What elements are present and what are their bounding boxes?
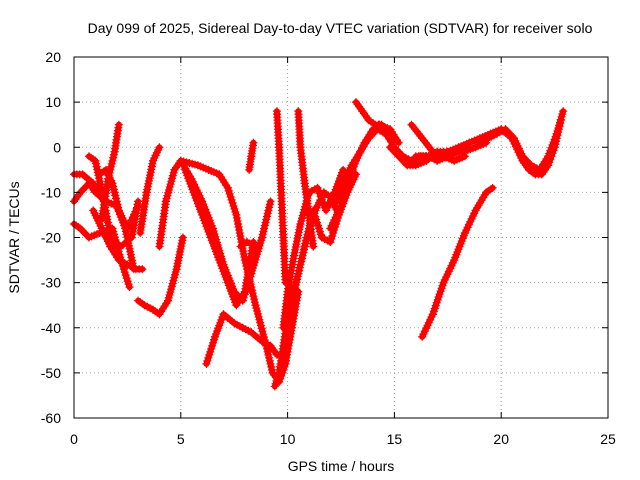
data-point-marker: [386, 129, 395, 138]
series-track-8: [106, 197, 143, 251]
series-track-14: [202, 310, 281, 368]
series-track-15: [245, 138, 258, 174]
data-point-marker: [249, 138, 258, 147]
y-tick-label: -30: [41, 275, 61, 291]
series-markers: [287, 188, 343, 310]
y-tick-label: -20: [41, 230, 61, 246]
series-markers: [351, 98, 395, 138]
y-tick-labels: 20 10 0 -10 -20 -30 -40 -50 -60: [41, 49, 61, 426]
data-point-marker: [339, 165, 348, 174]
data-point-marker: [178, 233, 187, 242]
data-point-marker: [460, 152, 469, 161]
series-markers: [245, 138, 258, 174]
data-series: [70, 98, 568, 391]
y-axis-label: SDTVAR / TECUs: [6, 181, 22, 293]
series-markers: [294, 107, 318, 251]
series-markers: [89, 206, 147, 274]
series-track-23: [332, 125, 474, 206]
series-markers: [202, 310, 281, 368]
series-track-16: [236, 238, 260, 251]
series-markers: [70, 170, 108, 206]
chart-title: Day 099 of 2025, Sidereal Day-to-day VTE…: [88, 20, 593, 36]
x-tick-label: 5: [177, 431, 185, 447]
series-markers: [136, 143, 164, 237]
series-track-5: [89, 206, 147, 274]
x-tick-label: 15: [387, 431, 403, 447]
series-markers: [106, 197, 143, 251]
series-markers: [332, 125, 474, 206]
data-point-marker: [114, 120, 123, 129]
y-tick-label: -10: [41, 184, 61, 200]
data-point-marker: [138, 265, 147, 274]
x-axis-label: GPS time / hours: [288, 458, 395, 474]
series-markers: [475, 107, 568, 174]
x-tick-label: 20: [493, 431, 509, 447]
y-tick-label: 20: [45, 49, 61, 65]
data-point-marker: [134, 197, 143, 206]
series-track-10: [136, 143, 164, 237]
series-markers: [134, 233, 187, 319]
data-point-marker: [488, 183, 497, 192]
data-point-marker: [559, 107, 568, 116]
series-track-7: [70, 170, 108, 206]
series-track-18: [272, 107, 290, 287]
series-markers: [418, 183, 497, 341]
series-markers: [272, 107, 290, 287]
series-track-21: [287, 188, 343, 310]
series-track-28: [475, 107, 568, 174]
y-tick-label: 10: [45, 94, 61, 110]
data-point-marker: [394, 138, 403, 147]
x-tick-labels: 0 5 10 15 20 25: [70, 431, 616, 447]
x-tick-label: 10: [280, 431, 296, 447]
series-markers: [236, 238, 260, 251]
y-tick-label: -60: [41, 410, 61, 426]
grid: [74, 57, 608, 418]
data-point-marker: [99, 197, 108, 206]
data-point-marker: [309, 242, 318, 251]
x-tick-label: 25: [600, 431, 616, 447]
data-point-marker: [155, 143, 164, 152]
x-tick-label: 0: [70, 431, 78, 447]
series-track-24: [351, 98, 395, 138]
data-point-marker: [125, 283, 134, 292]
series-markers: [181, 165, 258, 310]
tick-marks: [73, 56, 609, 419]
data-point-marker: [266, 197, 275, 206]
series-track-29: [418, 183, 497, 341]
y-tick-label: 0: [53, 139, 61, 155]
data-point-marker: [251, 242, 260, 251]
series-track-13: [181, 165, 258, 310]
y-tick-label: -50: [41, 365, 61, 381]
series-track-9: [134, 233, 187, 319]
y-tick-label: -40: [41, 320, 61, 336]
